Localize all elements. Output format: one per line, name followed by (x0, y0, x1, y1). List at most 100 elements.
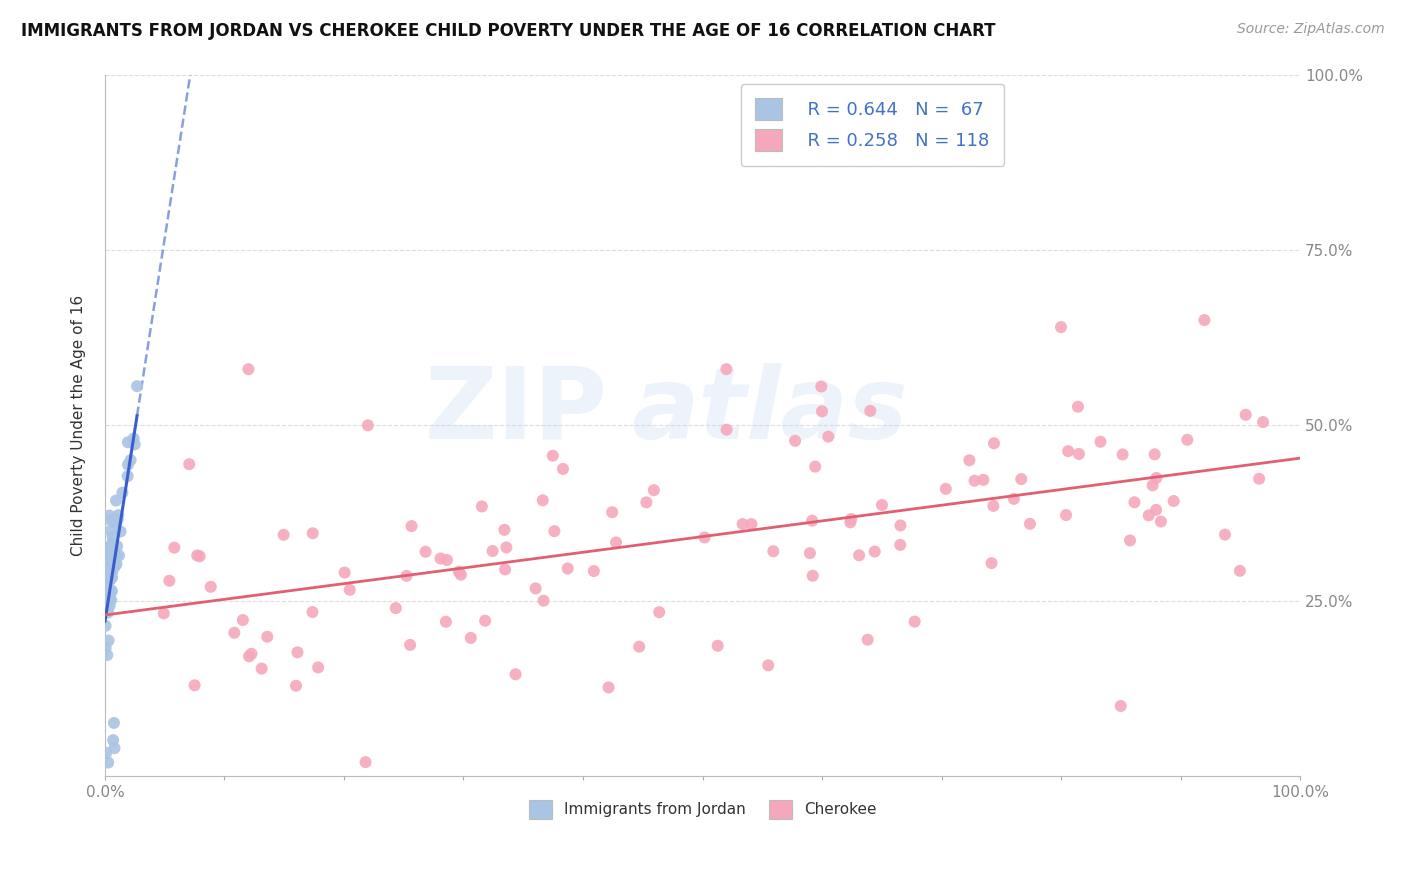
Point (693, 531, 716, 545)
Point (94, 640, 117, 655)
Point (111, 485, 134, 500)
Point (474, 614, 496, 628)
Point (238, 649, 260, 664)
Point (731, 516, 754, 531)
Point (636, 495, 658, 509)
Point (904, 615, 927, 629)
Point (97, 633, 120, 648)
Point (157, 574, 180, 588)
Point (401, 519, 423, 533)
Point (96, 746, 118, 760)
Point (97, 756, 120, 770)
Point (600, 505, 623, 519)
Point (96, 541, 118, 556)
Point (256, 630, 278, 644)
Point (240, 647, 263, 661)
Point (110, 524, 132, 539)
Point (1234, 408, 1257, 422)
Point (100, 513, 122, 527)
Point (98, 599, 121, 613)
Point (100, 549, 122, 564)
Point (104, 556, 127, 570)
Point (385, 601, 408, 615)
Point (1144, 471, 1167, 485)
Point (598, 681, 620, 695)
Point (101, 733, 124, 747)
Text: ZIP: ZIP (425, 363, 607, 459)
Point (804, 459, 827, 474)
Point (97, 606, 120, 620)
Point (582, 564, 605, 578)
Point (762, 544, 785, 558)
Point (801, 514, 824, 528)
Point (889, 518, 911, 533)
Point (104, 516, 127, 530)
Point (1163, 494, 1185, 508)
Point (101, 543, 124, 558)
Point (287, 645, 309, 659)
Point (94, 558, 117, 572)
Point (98, 558, 121, 572)
Point (105, 514, 128, 528)
Point (839, 516, 862, 530)
Point (605, 535, 627, 549)
Point (97, 588, 120, 602)
Point (1067, 400, 1090, 414)
Point (179, 457, 201, 471)
Point (1109, 698, 1132, 713)
Point (1019, 516, 1042, 531)
Point (1050, 320, 1073, 334)
Point (101, 530, 124, 544)
Point (1150, 515, 1173, 529)
Point (97, 549, 120, 563)
Text: IMMIGRANTS FROM JORDAN VS CHEROKEE CHILD POVERTY UNDER THE AGE OF 16 CORRELATION: IMMIGRANTS FROM JORDAN VS CHEROKEE CHILD… (21, 22, 995, 40)
Point (285, 679, 308, 693)
Point (1249, 472, 1271, 486)
Point (848, 549, 870, 563)
Point (98, 593, 121, 607)
Point (101, 571, 124, 585)
Point (415, 545, 437, 559)
Point (98, 508, 121, 523)
Point (524, 582, 547, 596)
Point (533, 593, 555, 607)
Point (104, 549, 127, 563)
Point (98, 573, 121, 587)
Point (103, 741, 125, 756)
Point (551, 462, 574, 476)
Point (100, 567, 122, 582)
Point (1002, 491, 1025, 506)
Point (983, 436, 1005, 450)
Point (98, 595, 121, 609)
Point (450, 567, 472, 582)
Point (811, 404, 834, 418)
Point (740, 517, 762, 532)
Point (471, 500, 494, 514)
Point (98, 566, 121, 581)
Point (531, 493, 554, 508)
Point (97, 583, 120, 598)
Point (460, 631, 482, 645)
Point (98, 541, 121, 555)
Point (120, 453, 142, 467)
Point (96, 580, 118, 594)
Point (96, 582, 118, 596)
Point (1144, 503, 1167, 517)
Point (1123, 495, 1146, 509)
Point (557, 561, 579, 575)
Point (333, 566, 356, 580)
Point (273, 528, 295, 542)
Point (100, 524, 122, 538)
Point (889, 538, 911, 552)
Point (100, 584, 122, 599)
Point (863, 544, 886, 558)
Point (756, 658, 779, 673)
Point (799, 546, 821, 560)
Point (1229, 564, 1251, 578)
Point (980, 556, 1002, 570)
Point (706, 639, 728, 653)
Point (1194, 313, 1216, 327)
Point (105, 539, 128, 553)
Point (434, 615, 457, 629)
Point (186, 549, 208, 563)
